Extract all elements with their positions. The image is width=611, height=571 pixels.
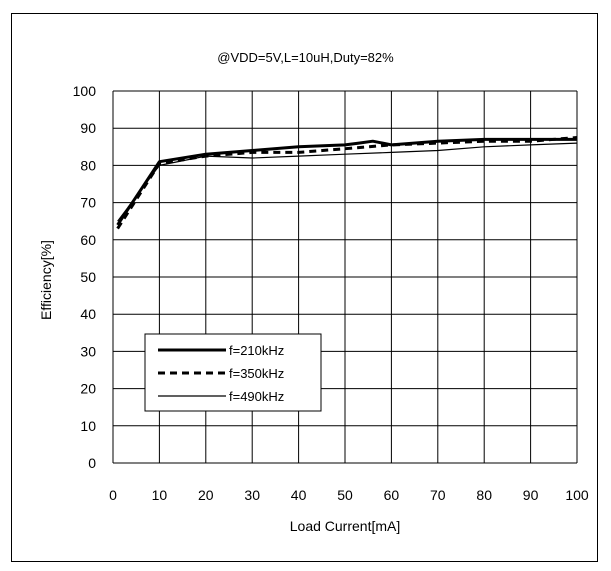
series-line-2 xyxy=(116,136,578,230)
y-tick-label: 60 xyxy=(80,232,96,248)
y-tick-label: 90 xyxy=(80,120,96,136)
x-tick-label: 40 xyxy=(291,487,307,503)
x-tick-label: 10 xyxy=(152,487,168,503)
y-tick-label: 80 xyxy=(80,157,96,173)
y-tick-label: 30 xyxy=(80,343,96,359)
chart-title: @VDD=5V,L=10uH,Duty=82% xyxy=(217,50,394,65)
y-tick-label: 0 xyxy=(88,455,96,471)
x-tick-label: 30 xyxy=(244,487,260,503)
y-tick-label: 70 xyxy=(80,195,96,211)
y-tick-label: 20 xyxy=(80,381,96,397)
series-line-1 xyxy=(116,137,577,226)
legend-label: f=210kHz xyxy=(229,343,284,358)
y-tick-label: 100 xyxy=(73,83,97,99)
x-axis-label: Load Current[mA] xyxy=(289,518,401,534)
x-tick-label: 20 xyxy=(198,487,214,503)
y-tick-label: 40 xyxy=(80,306,96,322)
legend-label: f=350kHz xyxy=(229,366,284,381)
x-tick-label: 50 xyxy=(337,487,353,503)
series-line-3 xyxy=(117,142,578,222)
x-tick-label: 100 xyxy=(565,487,589,503)
chart-frame xyxy=(11,13,598,562)
y-tick-label: 50 xyxy=(80,269,96,285)
x-tick-label: 60 xyxy=(384,487,400,503)
x-tick-label: 80 xyxy=(476,487,492,503)
legend-label: f=490kHz xyxy=(229,389,284,404)
x-tick-label: 90 xyxy=(523,487,539,503)
y-tick-label: 10 xyxy=(80,418,96,434)
x-tick-label: 0 xyxy=(109,487,117,503)
x-tick-label: 70 xyxy=(430,487,446,503)
